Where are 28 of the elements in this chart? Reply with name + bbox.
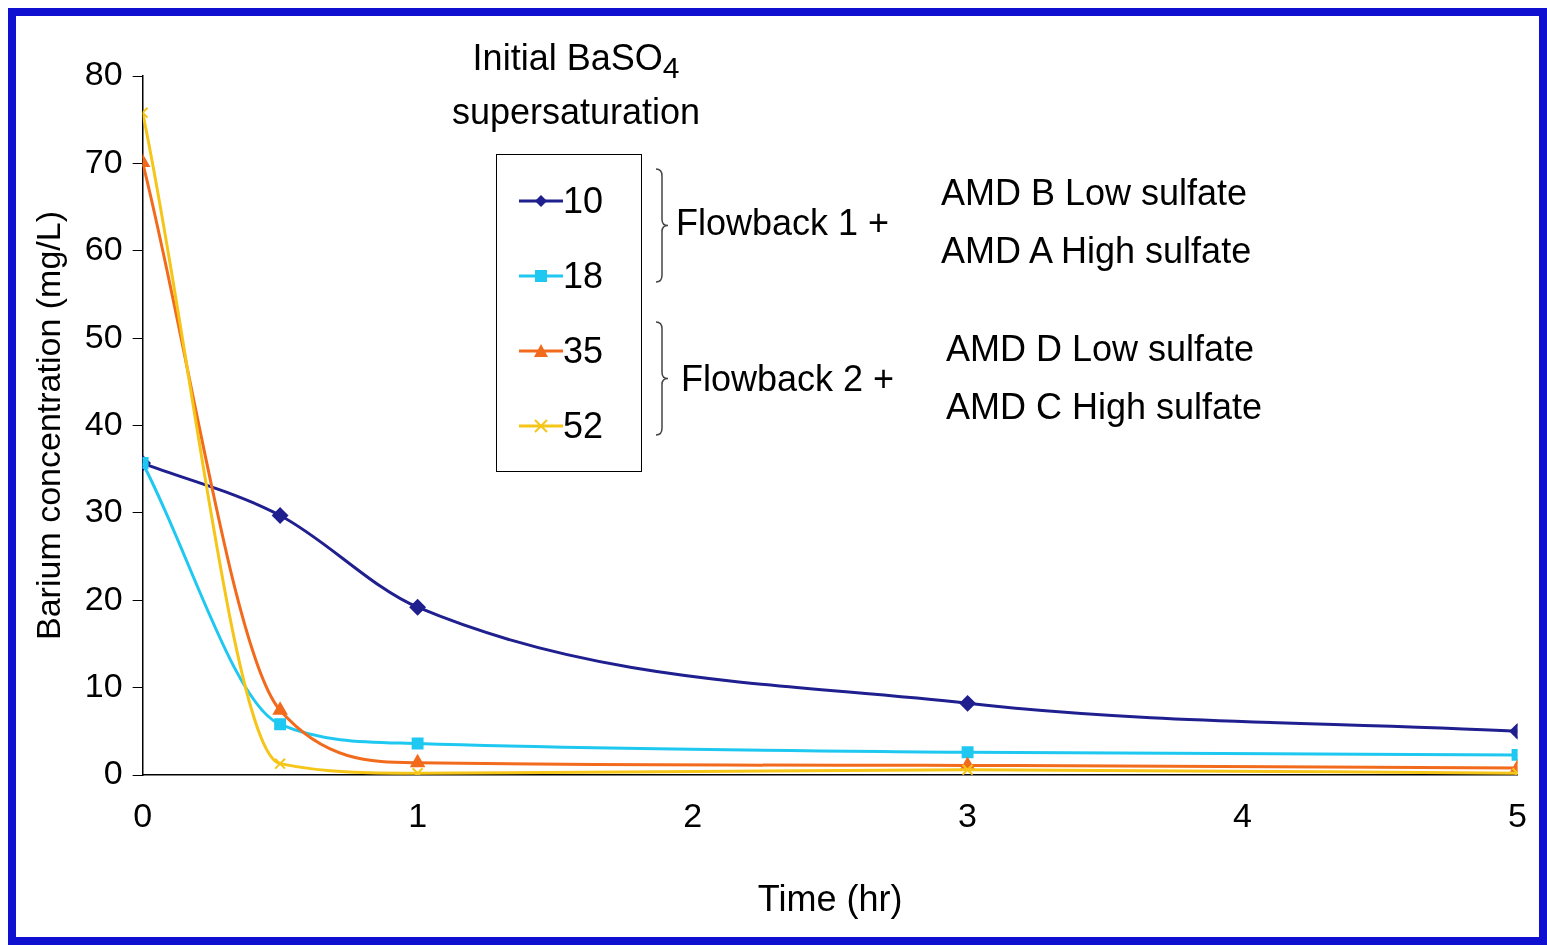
- y-tick-label: 70: [84, 141, 123, 180]
- y-tick-label: 0: [103, 753, 123, 792]
- legend-label: 52: [563, 404, 604, 447]
- y-tick-label: 40: [84, 403, 123, 442]
- y-tick-label: 10: [84, 666, 123, 704]
- x-tick-label: 0: [133, 795, 153, 834]
- legend-label: 35: [563, 329, 604, 372]
- x-axis-title: Time (hr): [757, 878, 903, 920]
- y-tick-label: 20: [84, 578, 123, 617]
- annotation: AMD D Low sulfate: [946, 328, 1255, 370]
- legend-label: 10: [563, 179, 604, 222]
- y-tick-label: 60: [84, 229, 123, 268]
- annotation: AMD A High sulfate: [941, 230, 1252, 272]
- x-tick-label: 2: [683, 795, 703, 834]
- legend-title: Initial BaSO$_{4}$ supersaturation: [450, 36, 702, 135]
- legend-label: 18: [563, 254, 604, 297]
- y-axis-title: Barium concentration (mg/L): [28, 211, 67, 640]
- annotation: AMD B Low sulfate: [941, 172, 1248, 214]
- y-tick-label: 80: [84, 54, 123, 93]
- x-tick-label: 5: [1508, 795, 1528, 834]
- y-tick-label: 50: [84, 316, 123, 355]
- x-tick-label: 1: [408, 795, 428, 834]
- y-tick-label: 30: [84, 491, 123, 530]
- x-tick-label: 3: [958, 795, 978, 834]
- annotation: Flowback 2 +: [681, 358, 895, 400]
- annotation: AMD C High sulfate: [946, 386, 1263, 428]
- annotation: Flowback 1 +: [676, 202, 890, 244]
- x-tick-label: 4: [1233, 795, 1253, 834]
